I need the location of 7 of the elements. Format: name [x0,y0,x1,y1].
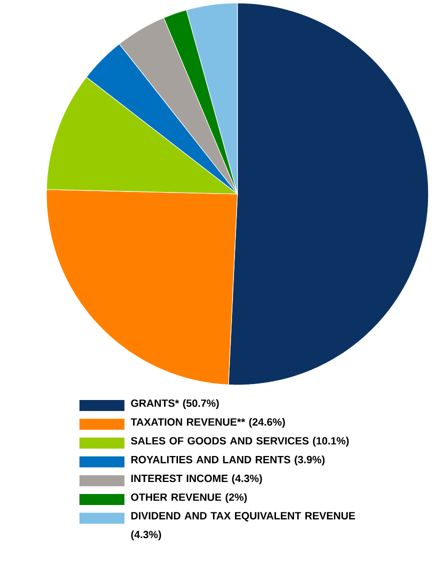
legend-label: GRANTS* (50.7%) [130,399,219,409]
legend-label: TAXATION REVENUE** (24.6%) [130,418,285,428]
legend-label: INTEREST INCOME (4.3%) [131,474,262,484]
legend-label: SALES OF GOODS AND SERVICES (10.1%) [130,436,348,447]
legend-label: DIVIDEND AND TAX EQUIVALENT REVENUE (4.3%) [130,512,355,540]
legend-label: OTHER REVENUE (2%) [130,493,247,503]
legend-label: ROYALITIES AND LAND RENTS (3.9%) [131,456,324,466]
